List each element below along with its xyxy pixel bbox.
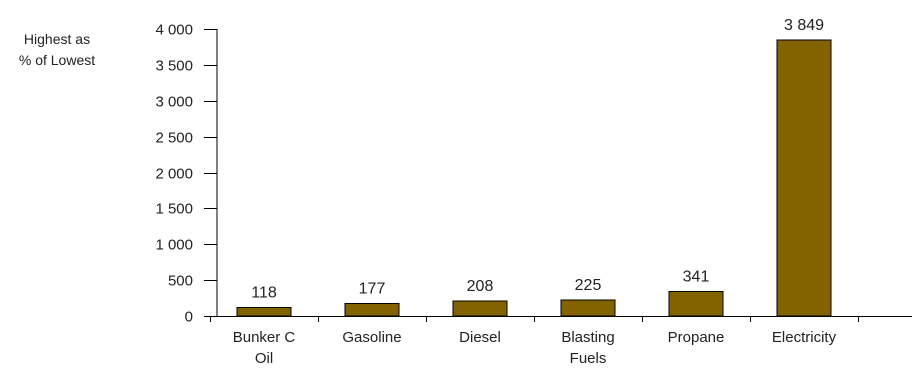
bar [669,292,723,316]
bar-value-label: 208 [467,278,494,295]
x-category-label: Fuels [570,350,607,367]
bar-value-label: 177 [359,280,386,297]
y-tick-label: 3 000 [155,94,193,111]
x-category-label: Gasoline [342,329,401,346]
x-axis: Bunker C Oil Gasoline Diesel Blasting Fuels Pr… [211,316,913,367]
bar-value-label: 3 849 [784,17,824,34]
y-tick-label: 1 500 [155,201,193,218]
x-category-label: Propane [668,329,725,346]
bar [237,308,291,316]
x-category-label: Bunker C [233,329,296,346]
bar [453,301,507,316]
y-tick-label: 2 500 [155,130,193,147]
x-category-label: Blasting [561,329,614,346]
y-tick-label: 3 500 [155,58,193,75]
x-category-label: Electricity [772,329,837,346]
x-category-label: Diesel [459,329,501,346]
bar [777,40,831,316]
y-tick-label: 500 [168,273,193,290]
x-category-label: Oil [255,350,273,367]
bar-value-label: 118 [251,285,277,302]
y-axis-title-line: % of Lowest [19,52,95,68]
y-tick-label: 0 [185,309,193,326]
bars: 118 177 208 225 341 3 849 [237,17,831,316]
bar [345,303,399,316]
y-axis: 0 500 1 000 1 500 2 000 2 500 3 000 3 500 4 000 [155,22,217,326]
bar-value-label: 225 [575,277,602,294]
y-axis-title-line: Highest as [24,31,90,47]
y-tick-label: 1 000 [155,237,193,254]
y-tick-label: 4 000 [155,22,193,39]
y-tick-label: 2 000 [155,166,193,183]
y-axis-title: Highest as % of Lowest [19,31,95,68]
bar [561,300,615,316]
bar-value-label: 341 [683,269,710,286]
